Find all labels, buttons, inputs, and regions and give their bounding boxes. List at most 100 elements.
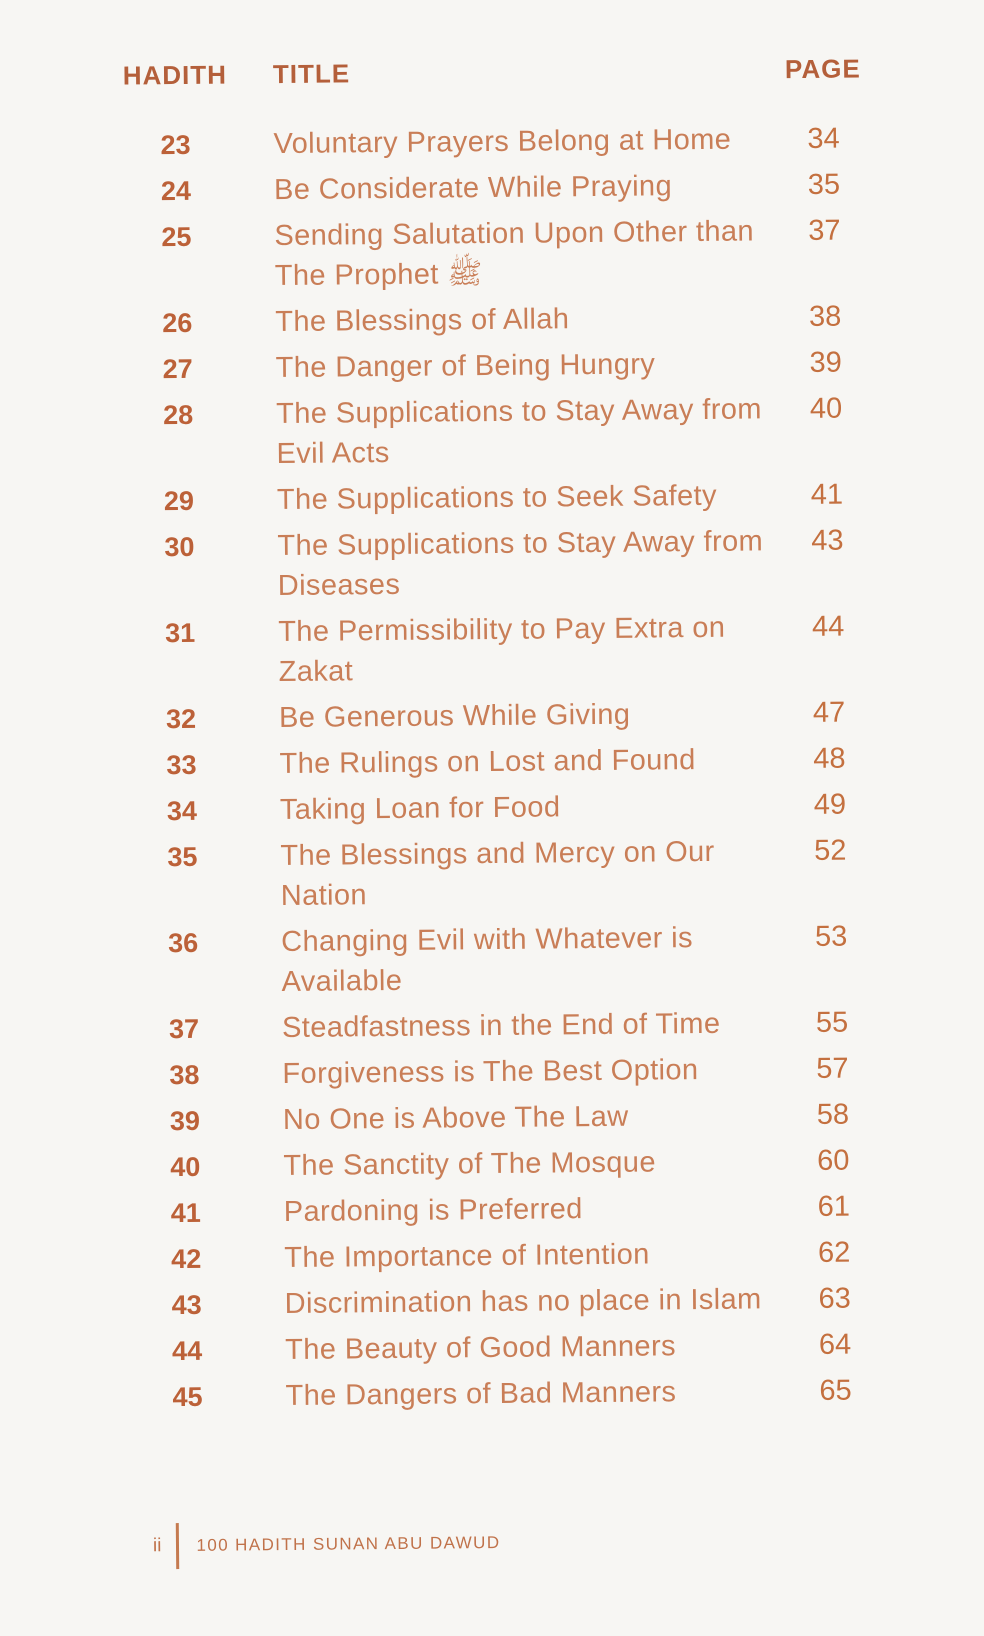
hadith-number: 24 <box>160 175 192 207</box>
entry-page-number: 34 <box>807 122 840 155</box>
entry-page-number: 48 <box>813 742 846 775</box>
entry-title-line: The Supplications to Stay Away from <box>277 525 764 563</box>
toc-entry: 41 Pardoning is Preferred 61 <box>102 1186 904 1234</box>
hadith-number: 23 <box>160 129 191 161</box>
entry-title-line: The Dangers of Bad Manners <box>285 1376 677 1413</box>
entry-title-line: Diseases <box>277 568 401 603</box>
toc-entry: 44 The Beauty of Good Manners 64 <box>103 1324 905 1372</box>
entry-title-line: Forgiveness is The Best Option <box>282 1054 699 1091</box>
entry-title: Voluntary Prayers Belong at Home <box>273 119 753 164</box>
entry-page-number: 41 <box>810 478 844 511</box>
entry-page-number: 58 <box>816 1098 850 1131</box>
hadith-number: 29 <box>163 485 195 517</box>
hadith-number: 44 <box>171 1335 203 1367</box>
entry-title-line: Zakat <box>278 655 354 689</box>
entry-title: The Supplications to Stay Away from Disea… <box>277 521 764 606</box>
entry-title: The Blessings of Allah <box>275 297 755 342</box>
entry-title: The Danger of Being Hungry <box>276 343 756 388</box>
entry-title: The Rulings on Lost and Found <box>279 739 759 784</box>
book-title: 100 HADITH SUNAN ABU DAWUD <box>196 1532 501 1555</box>
entry-title-line: The Permissibility to Pay Extra on <box>278 611 726 649</box>
header-page-label: PAGE <box>784 53 861 85</box>
entry-page-number: 40 <box>809 392 843 425</box>
entry-title-line: Be Considerate While Praying <box>273 170 673 207</box>
entry-title: The Dangers of Bad Manners <box>285 1371 765 1416</box>
entry-title: The Blessings and Mercy on Our Nation <box>280 831 761 916</box>
entry-page-number: 64 <box>818 1328 852 1361</box>
entry-title: The Sanctity of The Mosque <box>283 1141 763 1186</box>
toc-entry: 28 The Supplications to Stay Away from Ev… <box>94 388 897 476</box>
entry-title-line: Be Generous While Giving <box>278 698 631 735</box>
entry-title-line: Pardoning is Preferred <box>283 1193 583 1229</box>
entry-title-line: The Importance of Intention <box>284 1238 650 1275</box>
entry-title-line: Taking Loan for Food <box>279 791 561 827</box>
hadith-number: 40 <box>170 1151 201 1183</box>
entry-page-number: 44 <box>811 610 845 643</box>
hadith-number: 41 <box>170 1197 201 1229</box>
entry-page-number: 63 <box>818 1282 851 1315</box>
toc-entry: 33 The Rulings on Lost and Found 48 <box>97 738 899 786</box>
entry-title: Sending Salutation Upon Other than The Pr… <box>274 211 755 296</box>
toc-entry: 31 The Permissibility to Pay Extra on Zak… <box>96 606 899 694</box>
hadith-number: 31 <box>165 617 196 649</box>
toc-entry: 24 Be Considerate While Praying 35 <box>92 164 894 212</box>
header-hadith-label: HADITH <box>122 59 228 91</box>
entry-page-number: 52 <box>814 834 847 867</box>
entry-page-number: 47 <box>812 696 846 729</box>
entry-title: The Beauty of Good Manners <box>285 1325 765 1370</box>
hadith-number: 34 <box>166 795 198 827</box>
entry-page-number: 57 <box>816 1052 849 1085</box>
entry-title-line: The Beauty of Good Manners <box>284 1330 677 1367</box>
entry-title-line: Changing Evil with Whatever is <box>281 922 694 959</box>
entry-title: No One is Above The Law <box>283 1095 763 1140</box>
toc-entry: 26 The Blessings of Allah 38 <box>93 296 895 344</box>
entry-page-number: 35 <box>807 168 841 201</box>
hadith-number: 32 <box>165 703 197 735</box>
page-footer: ii 100 HADITH SUNAN ABU DAWUD <box>153 1520 501 1570</box>
entry-page-number: 61 <box>817 1190 851 1223</box>
entry-title-line: The Prophet ﷺ <box>274 258 483 293</box>
toc-entry: 37 Steadfastness in the End of Time 55 <box>100 1002 902 1050</box>
entry-title: Changing Evil with Whatever is Available <box>281 917 762 1002</box>
entry-page-number: 65 <box>819 1374 852 1407</box>
entry-title-line: No One is Above The Law <box>282 1100 629 1137</box>
toc-header: HADITH TITLE PAGE <box>91 52 893 92</box>
toc-entry: 35 The Blessings and Mercy on Our Nation … <box>98 830 901 918</box>
entry-title: Be Generous While Giving <box>279 693 759 738</box>
hadith-number: 39 <box>169 1105 201 1137</box>
entry-title-line: Evil Acts <box>276 436 390 471</box>
entry-page-number: 43 <box>811 524 844 557</box>
toc-entry: 32 Be Generous While Giving 47 <box>97 692 899 740</box>
entry-title: The Supplications to Stay Away from Evil … <box>276 389 762 474</box>
hadith-number: 35 <box>167 841 198 873</box>
entry-title-line: The Rulings on Lost and Found <box>279 744 696 781</box>
toc-list: 23 Voluntary Prayers Belong at Home 34 2… <box>91 118 905 1418</box>
entry-title: The Importance of Intention <box>284 1233 764 1278</box>
entry-title-line: Steadfastness in the End of Time <box>281 1007 721 1045</box>
hadith-number: 27 <box>162 353 193 385</box>
entry-title-line: The Blessings and Mercy on Our <box>280 835 715 873</box>
entry-page-number: 60 <box>817 1144 850 1177</box>
entry-page-number: 53 <box>814 920 848 953</box>
header-title-label: TITLE <box>272 58 351 90</box>
hadith-number: 33 <box>166 749 197 781</box>
toc-entry: 39 No One is Above The Law 58 <box>101 1094 903 1142</box>
footer-divider <box>176 1523 180 1570</box>
hadith-number: 28 <box>162 399 194 431</box>
hadith-number: 36 <box>168 927 199 959</box>
entry-page-number: 62 <box>817 1236 851 1269</box>
toc-entry: 25 Sending Salutation Upon Other than The… <box>92 210 895 298</box>
entry-title: Steadfastness in the End of Time <box>282 1003 762 1048</box>
entry-page-number: 39 <box>809 346 842 379</box>
toc-entry: 40 The Sanctity of The Mosque 60 <box>101 1140 903 1188</box>
toc-entry: 34 Taking Loan for Food 49 <box>98 784 900 832</box>
toc-entry: 42 The Importance of Intention 62 <box>102 1232 904 1280</box>
entry-title-line: Sending Salutation Upon Other than <box>274 215 755 253</box>
toc-entry: 43 Discrimination has no place in Islam … <box>102 1278 904 1326</box>
hadith-number: 37 <box>168 1013 200 1045</box>
entry-title: Pardoning is Preferred <box>284 1187 764 1232</box>
entry-title-line: The Sanctity of The Mosque <box>283 1146 657 1183</box>
entry-page-number: 38 <box>808 300 842 333</box>
entry-title-line: The Blessings of Allah <box>275 303 570 339</box>
